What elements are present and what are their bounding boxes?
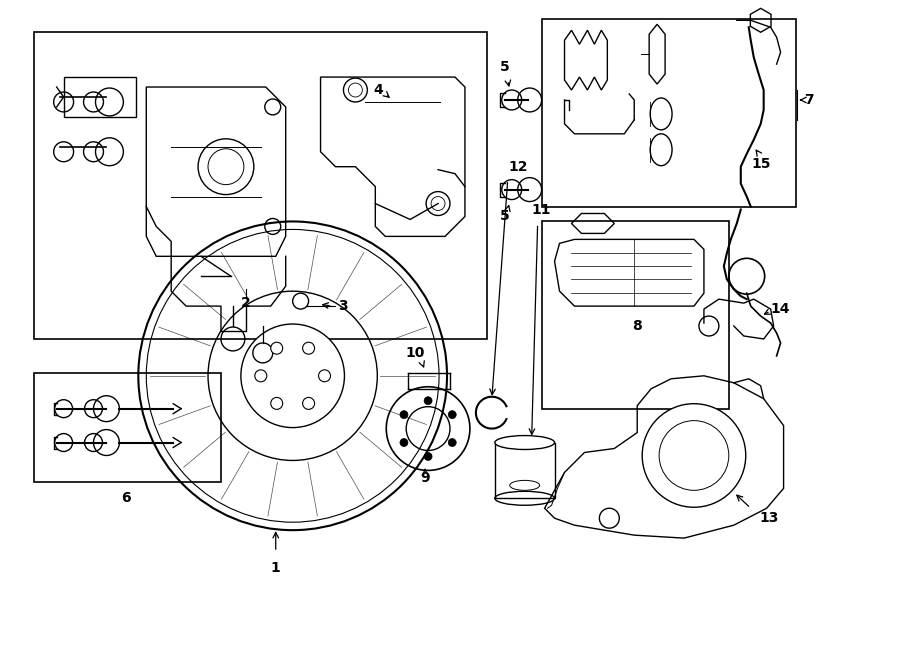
Text: 5: 5 — [500, 60, 509, 74]
Text: 5: 5 — [500, 210, 509, 223]
Text: 9: 9 — [420, 471, 430, 485]
Text: 12: 12 — [508, 160, 527, 174]
Text: 3: 3 — [338, 299, 347, 313]
Text: 2: 2 — [241, 296, 251, 310]
Bar — [542, 19, 796, 206]
Bar — [34, 32, 487, 339]
Circle shape — [400, 438, 408, 447]
Circle shape — [448, 410, 456, 418]
Circle shape — [448, 438, 456, 447]
Text: 8: 8 — [633, 319, 642, 333]
Circle shape — [400, 410, 408, 418]
Text: 1: 1 — [271, 561, 281, 575]
Circle shape — [302, 397, 315, 409]
Text: 10: 10 — [406, 346, 425, 360]
Bar — [34, 373, 221, 483]
Text: 6: 6 — [122, 491, 131, 505]
Text: 11: 11 — [532, 202, 552, 217]
Circle shape — [271, 342, 283, 354]
Circle shape — [424, 397, 432, 405]
Bar — [542, 221, 729, 408]
Text: 15: 15 — [751, 157, 770, 171]
Circle shape — [302, 342, 315, 354]
Circle shape — [255, 370, 266, 382]
Circle shape — [241, 324, 345, 428]
Circle shape — [643, 404, 746, 507]
Text: 4: 4 — [374, 83, 383, 97]
Circle shape — [271, 397, 283, 409]
Circle shape — [424, 453, 432, 461]
Text: 7: 7 — [804, 93, 814, 107]
Ellipse shape — [495, 436, 554, 449]
Circle shape — [319, 370, 330, 382]
Text: 14: 14 — [771, 302, 790, 316]
Text: 13: 13 — [759, 511, 778, 525]
